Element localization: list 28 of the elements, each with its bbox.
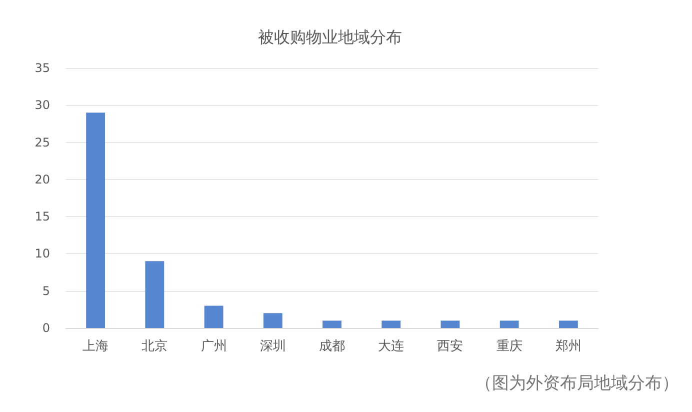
bar xyxy=(86,112,106,328)
x-tick-label: 广州 xyxy=(200,339,227,354)
x-tick-label: 重庆 xyxy=(496,339,522,354)
x-tick-label: 郑州 xyxy=(555,339,582,354)
y-tick-label: 35 xyxy=(34,61,50,75)
bar xyxy=(322,320,342,328)
y-tick-label: 5 xyxy=(42,284,50,298)
y-tick-label: 0 xyxy=(42,321,50,335)
bar xyxy=(558,320,578,328)
y-tick-label: 15 xyxy=(34,210,50,224)
x-tick-label: 大连 xyxy=(378,339,404,354)
bar xyxy=(500,320,519,328)
bar xyxy=(204,306,224,328)
bar xyxy=(263,313,282,328)
chart-title: 被收购物业地域分布 xyxy=(258,28,402,46)
text: （图为外资布局地域分布） xyxy=(475,374,679,394)
bar xyxy=(440,320,460,328)
bar xyxy=(382,320,401,328)
y-tick-label: 20 xyxy=(34,172,50,186)
x-tick-label: 成都 xyxy=(319,339,345,354)
y-tick-label: 25 xyxy=(34,135,50,150)
y-tick-label: 10 xyxy=(34,246,50,261)
x-tick-label: 西安 xyxy=(437,338,464,354)
x-tick-label: 北京 xyxy=(142,339,168,354)
x-tick-label: 上海 xyxy=(82,339,109,354)
y-tick-label: 30 xyxy=(34,98,50,112)
x-tick-label: 深圳 xyxy=(260,339,286,354)
bar xyxy=(145,261,164,328)
